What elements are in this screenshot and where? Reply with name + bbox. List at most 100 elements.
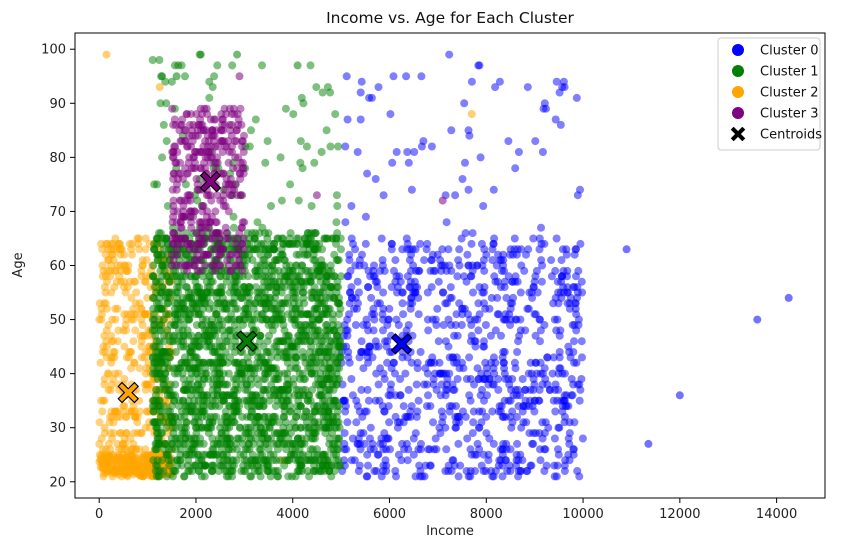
x-tick-label: 0 bbox=[95, 507, 103, 522]
data-point bbox=[181, 385, 190, 394]
data-point bbox=[319, 380, 328, 389]
data-point bbox=[385, 304, 394, 313]
data-point bbox=[410, 148, 419, 156]
data-point bbox=[333, 445, 342, 454]
data-point bbox=[434, 277, 443, 286]
data-point bbox=[154, 364, 163, 373]
data-point bbox=[221, 407, 230, 416]
data-point bbox=[325, 467, 334, 475]
data-point bbox=[480, 299, 488, 308]
data-point bbox=[284, 299, 292, 308]
data-point bbox=[414, 396, 423, 405]
data-point bbox=[366, 423, 375, 432]
data-point bbox=[297, 310, 306, 319]
data-point bbox=[549, 299, 558, 308]
outlier-point bbox=[293, 61, 302, 70]
data-point bbox=[317, 391, 326, 400]
data-point bbox=[95, 418, 104, 427]
data-point bbox=[290, 288, 299, 297]
data-point bbox=[378, 256, 387, 265]
data-point bbox=[364, 326, 373, 335]
data-point bbox=[225, 439, 234, 448]
data-point bbox=[222, 304, 231, 313]
data-point bbox=[478, 407, 487, 416]
data-point bbox=[110, 407, 119, 416]
data-point bbox=[392, 148, 401, 156]
data-point bbox=[491, 326, 500, 335]
data-point bbox=[133, 234, 142, 243]
data-point bbox=[334, 283, 343, 292]
data-point bbox=[489, 185, 498, 194]
data-point bbox=[230, 375, 238, 383]
data-point bbox=[158, 153, 167, 162]
data-point bbox=[522, 250, 530, 259]
y-tick-label: 70 bbox=[49, 205, 66, 220]
data-point bbox=[170, 412, 179, 421]
data-point bbox=[438, 245, 447, 254]
data-point bbox=[123, 455, 132, 463]
data-point bbox=[216, 261, 225, 270]
data-point bbox=[411, 245, 420, 254]
data-point bbox=[347, 456, 356, 465]
y-tick-label: 50 bbox=[49, 313, 66, 328]
data-point bbox=[214, 467, 223, 475]
data-point bbox=[178, 293, 187, 302]
data-point bbox=[298, 369, 307, 378]
data-point bbox=[497, 331, 505, 340]
data-point bbox=[301, 358, 310, 367]
x-axis-label: Income bbox=[426, 524, 474, 539]
data-point bbox=[193, 131, 202, 140]
data-point bbox=[403, 456, 412, 465]
data-point bbox=[210, 348, 219, 356]
data-point bbox=[127, 364, 135, 373]
data-point bbox=[187, 164, 196, 173]
data-point bbox=[268, 315, 277, 324]
data-point bbox=[455, 299, 464, 308]
data-point bbox=[159, 120, 168, 129]
data-point bbox=[257, 353, 266, 362]
data-point bbox=[213, 61, 222, 70]
data-point bbox=[141, 468, 149, 477]
data-point bbox=[144, 310, 153, 319]
data-point bbox=[191, 434, 200, 443]
data-point bbox=[363, 385, 372, 394]
data-point bbox=[382, 342, 391, 351]
data-point bbox=[237, 239, 246, 248]
data-point bbox=[282, 445, 291, 454]
data-point bbox=[423, 288, 432, 297]
data-point bbox=[199, 293, 208, 302]
data-point bbox=[549, 396, 558, 405]
data-point bbox=[296, 402, 305, 411]
data-point bbox=[177, 196, 186, 205]
data-point bbox=[200, 337, 209, 346]
data-point bbox=[404, 158, 413, 167]
data-point bbox=[209, 245, 218, 254]
data-point bbox=[237, 120, 246, 129]
data-point bbox=[498, 266, 506, 275]
data-point bbox=[385, 418, 394, 427]
data-point bbox=[278, 315, 287, 324]
data-point bbox=[192, 283, 201, 292]
data-point bbox=[334, 142, 343, 151]
data-point bbox=[420, 380, 429, 389]
data-point bbox=[347, 202, 356, 210]
data-point bbox=[320, 358, 329, 367]
data-point bbox=[352, 304, 361, 313]
data-point bbox=[551, 407, 560, 416]
x-tick-label: 8000 bbox=[470, 507, 503, 522]
data-point bbox=[107, 331, 116, 340]
outlier-point bbox=[102, 50, 111, 59]
data-point bbox=[211, 310, 220, 319]
data-point bbox=[282, 348, 291, 356]
data-point bbox=[203, 142, 212, 151]
legend: Cluster 0 Cluster 1 Cluster 2 Cluster 3 Cent… bbox=[717, 37, 822, 151]
data-point bbox=[240, 131, 248, 140]
legend-centroid-marker bbox=[730, 126, 746, 142]
data-point bbox=[176, 158, 185, 167]
data-point bbox=[530, 380, 539, 389]
data-point bbox=[537, 223, 545, 232]
data-point bbox=[135, 299, 144, 308]
data-point bbox=[341, 142, 350, 151]
data-point bbox=[393, 288, 401, 297]
data-point bbox=[513, 277, 522, 286]
